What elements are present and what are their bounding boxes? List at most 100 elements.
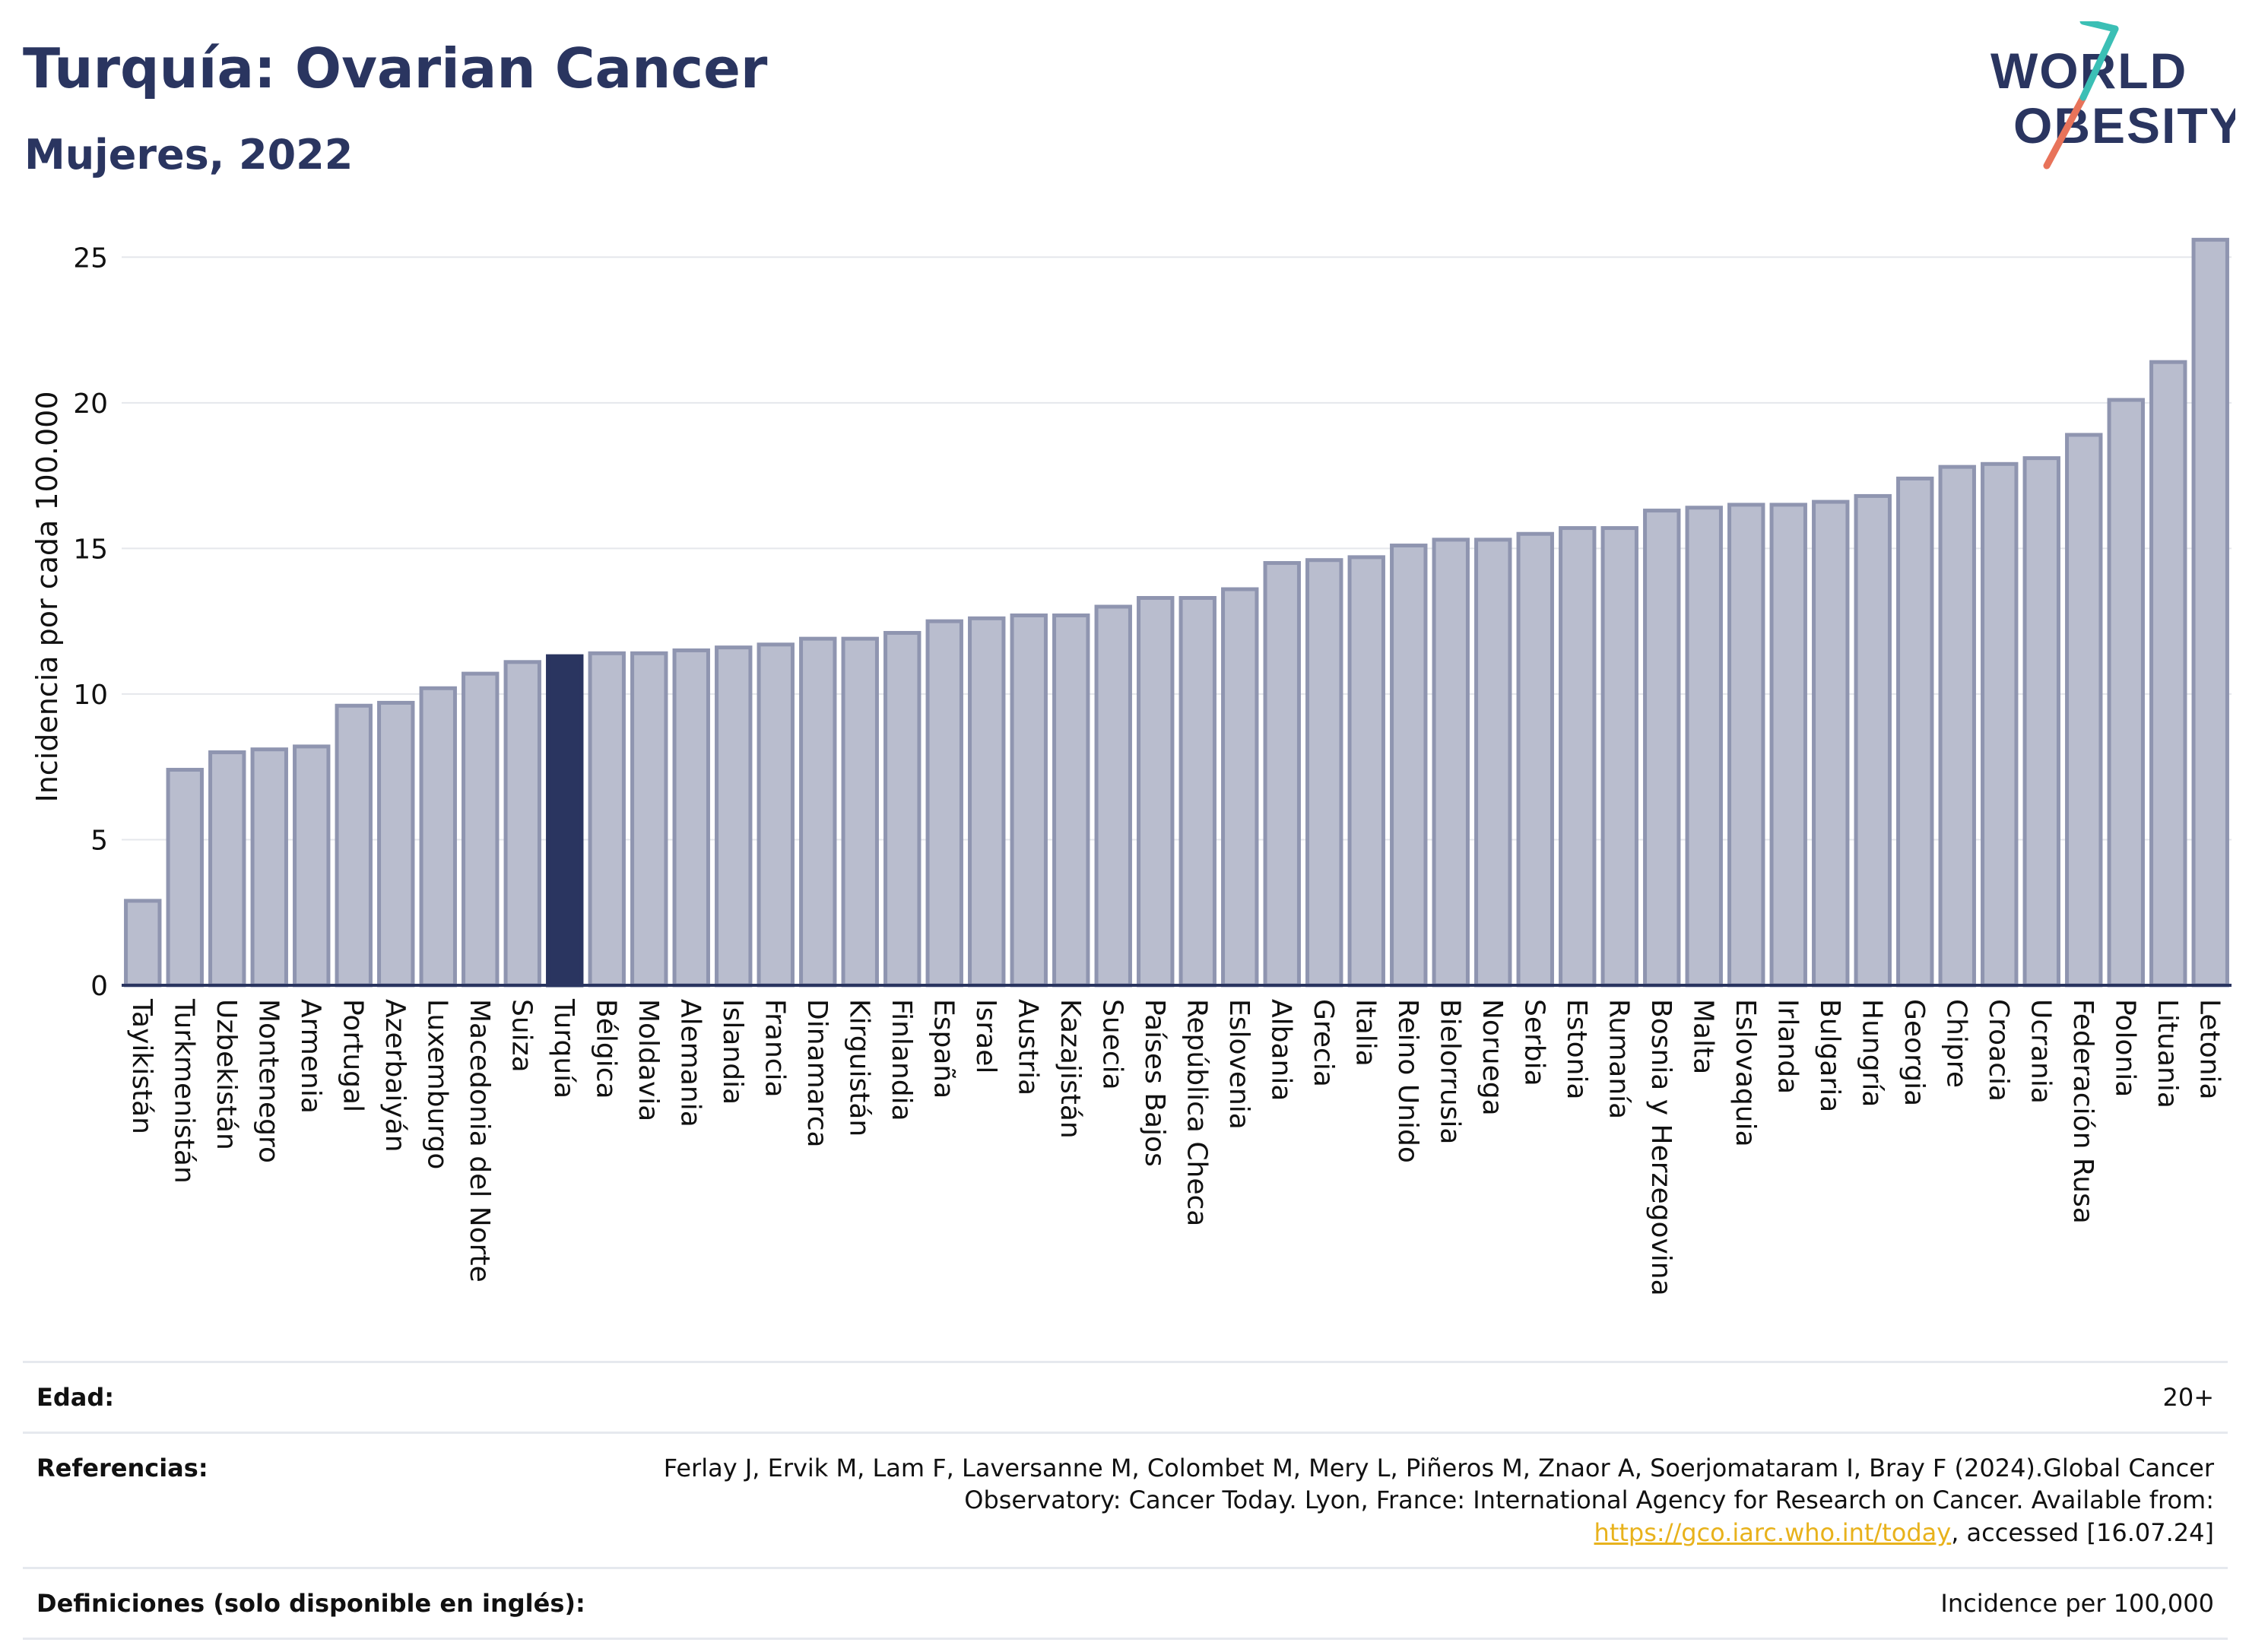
x-tick-label: Islandia — [717, 999, 748, 1105]
bar-albania[interactable] — [1263, 561, 1301, 988]
bar-letonia[interactable] — [2191, 237, 2229, 988]
x-tick-label: Montenegro — [252, 999, 284, 1163]
x-tick-label: Kazajistán — [1055, 999, 1086, 1139]
x-tick-label: Bielorrusia — [1434, 999, 1465, 1144]
bar-lituania[interactable] — [2149, 360, 2187, 988]
x-tick-label: Irlanda — [1772, 999, 1803, 1094]
bar-bielorrusia[interactable] — [1432, 537, 1470, 988]
bar-kazajistán[interactable] — [1052, 613, 1090, 988]
x-tick-label: Turkmenistán — [168, 998, 199, 1184]
bar-moldavia[interactable] — [630, 651, 668, 988]
x-tick-label: Lituania — [2152, 999, 2183, 1108]
bar-azerbaiyán[interactable] — [377, 700, 415, 988]
bar-irlanda[interactable] — [1769, 503, 1807, 988]
bar-polonia[interactable] — [2107, 398, 2145, 988]
x-tick-label: Suecia — [1096, 999, 1128, 1090]
bar-suecia[interactable] — [1094, 604, 1132, 988]
bar-francia[interactable] — [757, 642, 795, 988]
page-title: Turquía: Ovarian Cancer — [23, 36, 768, 100]
bar-bélgica[interactable] — [588, 651, 626, 988]
x-tick-label: Tayikistán — [126, 998, 157, 1134]
bar-hungría[interactable] — [1854, 493, 1892, 988]
bar-reino-unido[interactable] — [1390, 544, 1428, 988]
bar-islandia[interactable] — [715, 645, 753, 988]
age-value: 20+ — [2162, 1383, 2214, 1412]
page-subtitle: Mujeres, 2022 — [24, 131, 354, 179]
bar-noruega[interactable] — [1474, 537, 1512, 988]
bar-georgia[interactable] — [1896, 476, 1934, 988]
x-tick-label: Alemania — [674, 999, 706, 1127]
x-tick-label: Dinamarca — [801, 999, 833, 1148]
bar-serbia[interactable] — [1516, 531, 1554, 988]
bar-ucrania[interactable] — [2022, 456, 2060, 988]
bar-finlandia[interactable] — [883, 630, 921, 988]
x-tick-label: Austria — [1012, 999, 1043, 1096]
x-tick-label: Federación Rusa — [2067, 999, 2098, 1224]
bar-portugal[interactable] — [335, 703, 373, 988]
bar-rumanía[interactable] — [1600, 526, 1638, 988]
bar-dinamarca[interactable] — [799, 636, 837, 988]
bar-eslovaquia[interactable] — [1727, 503, 1765, 988]
age-label: Edad: — [36, 1383, 115, 1412]
bar-grecia[interactable] — [1305, 558, 1343, 988]
bar-suiza[interactable] — [503, 660, 541, 988]
x-tick-label: Serbia — [1518, 999, 1550, 1086]
references-link[interactable]: https://gco.iarc.who.int/today — [1594, 1517, 1952, 1547]
bar-austria[interactable] — [1010, 613, 1048, 988]
bar-kirguistán[interactable] — [841, 636, 879, 988]
x-tick-label: Malta — [1687, 999, 1718, 1074]
x-tick-label: Francia — [759, 999, 790, 1098]
bar-italia[interactable] — [1347, 555, 1385, 988]
bar-república-checa[interactable] — [1178, 596, 1216, 988]
x-tick-label: Grecia — [1308, 999, 1339, 1087]
x-tick-label: Letonia — [2193, 999, 2225, 1100]
bar-macedonia-del-norte[interactable] — [462, 671, 500, 988]
bar-armenia[interactable] — [293, 744, 331, 988]
info-row-age: Edad: 20+ — [23, 1362, 2228, 1433]
x-tick-label: Armenia — [295, 999, 326, 1114]
bar-luxemburgo[interactable] — [419, 686, 457, 988]
references-value: Ferlay J, Ervik M, Lam F, Laversanne M, … — [599, 1433, 2228, 1568]
x-tick-label: Ucrania — [2025, 999, 2056, 1104]
bar-malta[interactable] — [1685, 506, 1723, 988]
bar-eslovenia[interactable] — [1221, 587, 1259, 988]
x-tick-label: Eslovenia — [1223, 999, 1255, 1130]
bar-croacia[interactable] — [1981, 461, 2019, 988]
y-tick-label: 5 — [90, 825, 108, 856]
bar-turquía[interactable] — [546, 654, 584, 988]
bar-españa[interactable] — [925, 619, 963, 988]
bar-tayikistán[interactable] — [124, 899, 162, 988]
x-tick-label: Bosnia y Herzegovina — [1645, 999, 1676, 1296]
logo-slash-top — [2079, 21, 2119, 33]
x-tick-label: Albania — [1265, 999, 1296, 1101]
x-tick-label: Israel — [970, 999, 1001, 1073]
x-tick-label: Reino Unido — [1392, 999, 1423, 1163]
bar-alemania[interactable] — [672, 648, 710, 988]
bar-bosnia-y-herzegovina[interactable] — [1643, 509, 1681, 988]
bar-federación-rusa[interactable] — [2065, 433, 2103, 988]
bar-israel[interactable] — [968, 616, 1006, 988]
bar-estonia[interactable] — [1559, 526, 1597, 988]
x-tick-label: Suiza — [506, 999, 537, 1073]
definitions-value: Incidence per 100,000 — [1940, 1588, 2214, 1618]
y-tick-label: 25 — [73, 243, 108, 274]
x-tick-label: Hungría — [1856, 999, 1887, 1107]
y-tick-label: 20 — [73, 388, 108, 420]
x-tick-label: Eslovaquia — [1730, 999, 1761, 1147]
info-table: Edad: 20+ Referencias: Ferlay J, Ervik M… — [23, 1361, 2228, 1640]
info-row-definitions: Definiciones (solo disponible en inglés)… — [23, 1568, 2228, 1639]
axes: 0 5 10 15 20 25 Tayikistán Turkmenistán Uzbekist… — [73, 243, 2232, 1296]
x-tick-label: Estonia — [1561, 999, 1592, 1100]
logo-slash-bottom — [2043, 94, 2087, 170]
bar-uzbekistán[interactable] — [208, 750, 246, 988]
x-tick-label: Noruega — [1477, 999, 1508, 1116]
y-tick-label: 0 — [90, 971, 108, 1002]
bar-chipre[interactable] — [1938, 465, 1976, 988]
bar-bulgaria[interactable] — [1812, 499, 1850, 988]
x-tick-label: Turquía — [548, 998, 579, 1099]
bar-países-bajos[interactable] — [1137, 596, 1175, 988]
x-tick-label: Polonia — [2109, 999, 2140, 1097]
bar-turkmenistán[interactable] — [166, 768, 204, 988]
bar-montenegro[interactable] — [250, 747, 288, 988]
x-tick-label: Croacia — [1983, 999, 2014, 1102]
